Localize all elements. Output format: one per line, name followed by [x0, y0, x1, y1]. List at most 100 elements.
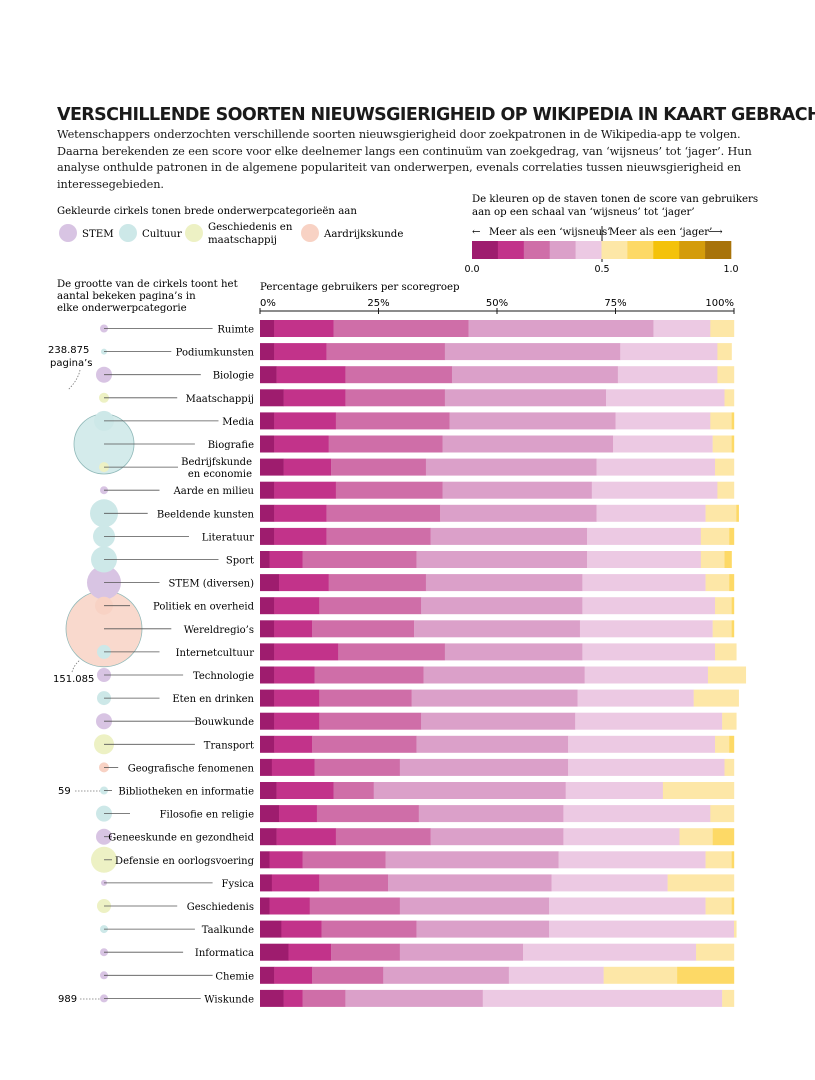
bar-segment [326, 527, 431, 545]
legend-swatch-1 [119, 224, 137, 242]
bar-segment [274, 735, 313, 753]
bar-segment [278, 805, 318, 823]
bar-segment [274, 689, 320, 707]
score-legend-right-label: Meer als een ‘jager’ [609, 226, 712, 238]
row-label: Aarde en milieu [173, 486, 255, 497]
bar-segment [700, 527, 730, 545]
bar-segment [717, 343, 732, 361]
bar-segment [696, 943, 735, 961]
row-label: Wereldregio’s [184, 625, 254, 636]
row-label: Taalkunde [202, 925, 254, 936]
category-legend-heading: Gekleurde cirkels tonen brede onderwerpc… [57, 206, 357, 217]
bar-segment [319, 874, 389, 892]
bar-segment [416, 551, 588, 568]
bar-segment [331, 458, 427, 476]
bar-segment [731, 412, 735, 430]
bar-segment [734, 920, 737, 938]
bar-segment [274, 643, 339, 661]
legend-swatch-2 [185, 224, 203, 242]
bar-segment [302, 551, 417, 568]
legend-swatch-0 [59, 224, 77, 242]
bar-segment [451, 366, 619, 384]
bar-segment [260, 597, 275, 615]
bar-segment [582, 597, 716, 615]
row-label: Biografie [208, 440, 254, 451]
score-swatch-0 [472, 241, 499, 259]
bar-segment [577, 689, 694, 707]
size-annotation-large: 238.875 [48, 345, 89, 356]
bar-segment [596, 458, 716, 476]
bar-segment [260, 366, 277, 384]
bar-segment [715, 643, 737, 661]
legend-label-3: Aardrijkskunde [323, 229, 403, 240]
bar-segment [584, 666, 709, 684]
bar-segment [677, 966, 735, 984]
bar-segment [563, 805, 711, 823]
legend-label-0: STEM [82, 229, 114, 240]
bar-segment [731, 851, 735, 869]
bar-segment [260, 527, 275, 545]
x-axis-label: Percentage gebruikers per scoregroep [260, 282, 460, 293]
score-swatch-7 [653, 241, 680, 259]
bar-segment [508, 966, 604, 984]
bar-segment [710, 805, 735, 823]
bar-segment [710, 412, 732, 430]
bar-segment [383, 966, 510, 984]
size-note: De grootte van de cirkels toont het aant… [57, 279, 241, 314]
bar-segment [421, 712, 576, 730]
bar-segment [260, 620, 275, 638]
bar-segment [558, 851, 706, 869]
bar-segment [551, 874, 668, 892]
bar-segment [269, 897, 310, 915]
bar-segment [582, 643, 716, 661]
bar-segment [278, 574, 329, 592]
bar-segment [482, 989, 723, 1007]
bar-segment [700, 551, 725, 568]
bar-segment [260, 666, 275, 684]
bar-segment [705, 504, 737, 522]
bar-segment [309, 897, 401, 915]
bar-segment [319, 689, 412, 707]
row-label: Wiskunde [204, 994, 254, 1005]
bar-segment [717, 481, 735, 499]
bar-segment [260, 481, 275, 499]
score-swatch-5 [601, 241, 628, 259]
left-arrow-icon: ← [472, 227, 481, 238]
bar-segment [274, 412, 337, 430]
bar-segment [729, 735, 735, 753]
bar-segment [731, 597, 735, 615]
bar-segment [276, 828, 337, 846]
bar-segment [579, 620, 713, 638]
legend-swatch-3 [301, 224, 319, 242]
bar-segment [314, 758, 401, 776]
bar-segment [326, 343, 446, 361]
bar-segment [276, 782, 334, 799]
bar-segment [312, 966, 384, 984]
score-legend-heading: De kleuren op de staven tonen de score v… [472, 194, 761, 218]
row-label: Bedrijfskunde en economie [181, 457, 252, 480]
bar-segment [712, 620, 732, 638]
bar-segment [724, 389, 735, 407]
bar-segment [715, 597, 732, 615]
bar-segment [274, 527, 327, 545]
bar-segment [288, 943, 332, 961]
x-tick-label: 50% [486, 298, 508, 309]
intro-text: Wetenschappers onderzochten verschillend… [57, 128, 752, 191]
bar-segment [331, 943, 401, 961]
bar-segment [549, 920, 735, 938]
bar-segment [705, 897, 732, 915]
bar-segment [653, 320, 711, 337]
bar-segment [399, 943, 524, 961]
bar-segment [260, 389, 284, 407]
row-label: Podiumkunsten [176, 348, 255, 359]
score-tick-05: 0.5 [594, 264, 609, 275]
bar-segment [319, 597, 422, 615]
bar-segment [430, 527, 588, 545]
category-legend: STEM Cultuur Geschiedenis en maatschappij Aa… [59, 222, 403, 246]
bar-segment [715, 458, 735, 476]
bar-segment [416, 735, 569, 753]
bar-segment [274, 620, 313, 638]
bar-segment [613, 435, 713, 453]
row-label: Geneeskunde en gezondheid [108, 833, 254, 844]
size-annotation-large-unit: pagina’s [50, 358, 92, 369]
